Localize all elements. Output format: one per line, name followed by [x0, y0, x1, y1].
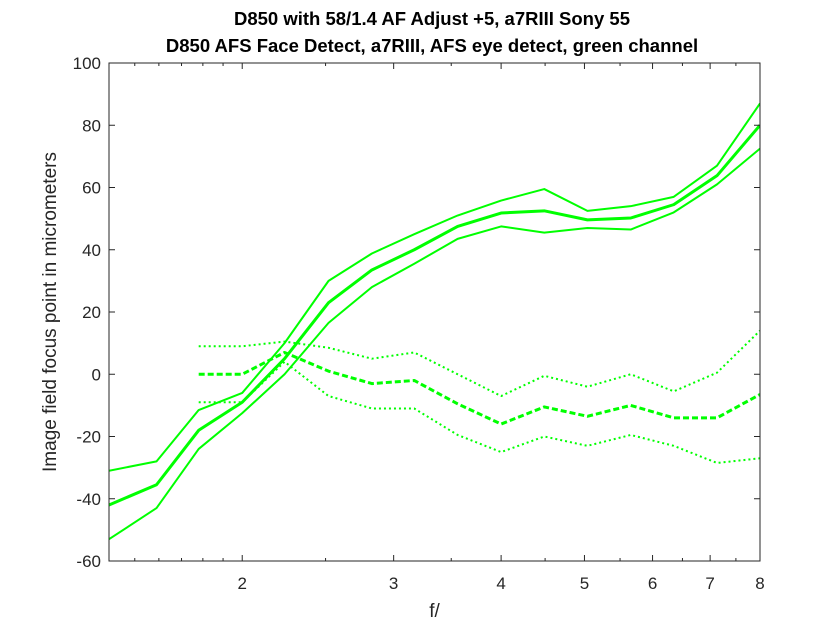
chart-title-line-2: D850 AFS Face Detect, a7RIII, AFS eye de…: [166, 35, 698, 56]
y-tick-label: 100: [73, 54, 101, 73]
y-tick-label: 20: [82, 303, 101, 322]
x-axis-label: f/: [429, 601, 440, 622]
x-axis: 2 3 4 5 6 7 8: [108, 63, 765, 593]
x-tick-label: 5: [580, 574, 589, 593]
series-line-4: [198, 350, 760, 426]
series-line-6: [198, 360, 760, 464]
x-tick-label: 3: [389, 574, 398, 593]
x-tick-label: 6: [648, 574, 657, 593]
y-axis-label: Image field focus point in micrometers: [40, 152, 61, 472]
series-line-1: [109, 124, 760, 507]
chart-title-line-1: D850 with 58/1.4 AF Adjust +5, a7RIII So…: [234, 8, 630, 29]
x-tick-label: 7: [705, 574, 714, 593]
x-tick-label: 2: [237, 574, 246, 593]
y-tick-label: -20: [76, 428, 101, 447]
x-tick-label: 8: [755, 574, 764, 593]
plot-series: [109, 102, 760, 541]
x-tick-label: 4: [496, 574, 505, 593]
y-tick-label: 60: [82, 179, 101, 198]
y-tick-label: 40: [82, 241, 101, 260]
y-tick-label: 80: [82, 116, 101, 135]
y-tick-label: -40: [76, 490, 101, 509]
plot-frame: [108, 62, 761, 562]
series-line-3: [109, 147, 760, 541]
series-line-5: [198, 329, 760, 398]
series-line-2: [109, 102, 760, 472]
y-tick-label: -60: [76, 552, 101, 571]
y-tick-label: 0: [92, 365, 101, 384]
y-axis: 100 80 60 40 20 0 -20 -40 -60: [73, 54, 760, 571]
